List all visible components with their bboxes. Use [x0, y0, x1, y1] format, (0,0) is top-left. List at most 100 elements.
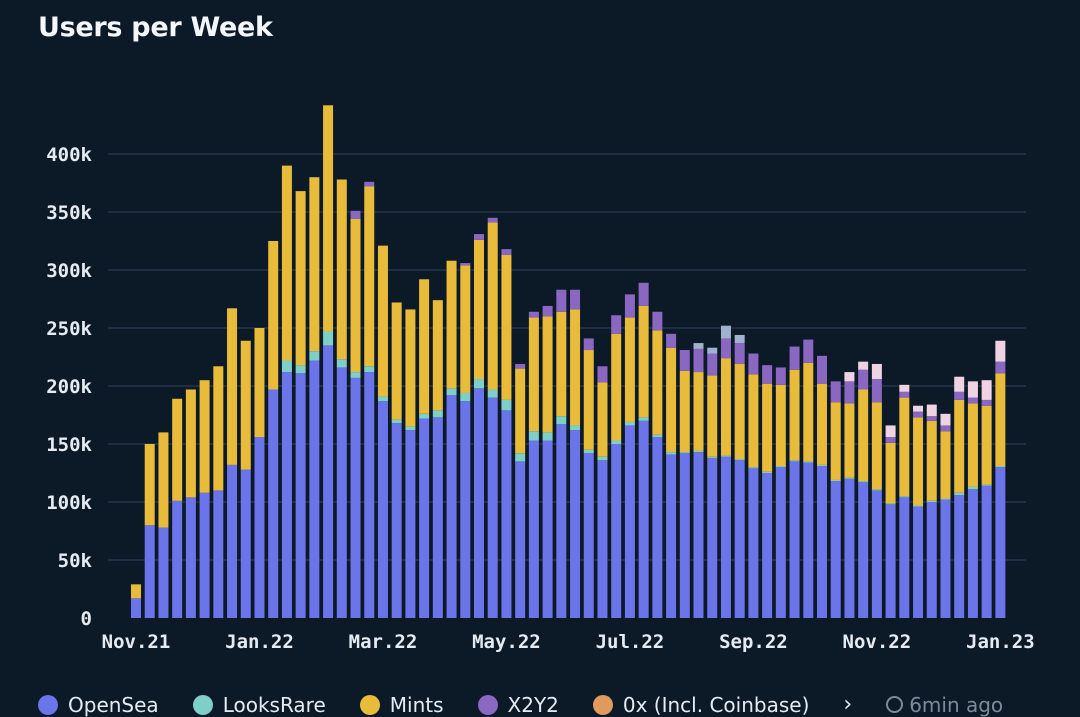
bar-segment-mints[interactable]: [391, 302, 402, 420]
bar-segment-opensea[interactable]: [542, 440, 553, 618]
bar-segment-opensea[interactable]: [227, 464, 238, 618]
bar-segment-opensea[interactable]: [528, 440, 539, 618]
bar-segment-looksrare[interactable]: [515, 453, 526, 462]
bar-segment-x2y2[interactable]: [624, 294, 635, 318]
bar-segment-opensea[interactable]: [652, 437, 663, 618]
bar-segment-x2y2[interactable]: [693, 348, 704, 373]
bar-segment-x2y2[interactable]: [858, 369, 869, 390]
bar-segment-looksrare[interactable]: [597, 456, 608, 461]
bar-segment-mints[interactable]: [624, 317, 635, 422]
bar-segment-other2[interactable]: [734, 334, 745, 344]
bar-segment-x2y2[interactable]: [487, 217, 498, 223]
bar-segment-x2y2[interactable]: [350, 210, 361, 219]
bar-segment-mints[interactable]: [858, 389, 869, 482]
bar-segment-x2y2[interactable]: [542, 305, 553, 317]
bar-segment-mints[interactable]: [213, 366, 224, 491]
bar-segment-looksrare[interactable]: [391, 419, 402, 424]
bar-segment-looksrare[interactable]: [309, 351, 320, 361]
bar-segment-x2y2[interactable]: [501, 249, 512, 255]
bar-segment-opensea[interactable]: [775, 467, 786, 618]
bar-segment-opensea[interactable]: [707, 457, 718, 618]
bar-segment-mints[interactable]: [597, 382, 608, 457]
bar-segment-x2y2[interactable]: [679, 350, 690, 371]
legend-item-x2y2[interactable]: X2Y2: [477, 693, 559, 717]
bar-segment-opensea[interactable]: [446, 395, 457, 618]
bar-segment-opensea[interactable]: [885, 504, 896, 618]
bar-segment-looksrare[interactable]: [295, 365, 306, 374]
bar-segment-mints[interactable]: [131, 584, 141, 599]
bar-segment-other[interactable]: [995, 340, 1006, 362]
bar-segment-mints[interactable]: [611, 333, 622, 441]
bar-segment-opensea[interactable]: [734, 460, 745, 618]
bar-segment-looksrare[interactable]: [419, 413, 430, 419]
bar-segment-x2y2[interactable]: [885, 437, 896, 443]
bar-segment-mints[interactable]: [405, 309, 416, 427]
bar-segment-mints[interactable]: [474, 239, 484, 380]
bar-segment-x2y2[interactable]: [707, 353, 718, 376]
bar-segment-looksrare[interactable]: [693, 450, 704, 453]
bar-segment-opensea[interactable]: [323, 345, 334, 618]
bar-segment-looksrare[interactable]: [405, 426, 416, 431]
bar-segment-opensea[interactable]: [144, 525, 155, 618]
bar-segment-opensea[interactable]: [377, 401, 388, 618]
bar-segment-looksrare[interactable]: [652, 434, 663, 438]
bar-segment-looksrare[interactable]: [844, 477, 855, 479]
bar-segment-opensea[interactable]: [995, 467, 1006, 618]
bar-segment-mints[interactable]: [652, 330, 663, 435]
bar-segment-opensea[interactable]: [474, 388, 484, 618]
bar-segment-opensea[interactable]: [487, 397, 498, 618]
bar-segment-other[interactable]: [981, 380, 992, 400]
bar-segment-other[interactable]: [926, 404, 937, 417]
bar-segment-mints[interactable]: [172, 398, 183, 501]
bar-segment-opensea[interactable]: [131, 598, 141, 618]
bar-segment-opensea[interactable]: [981, 485, 992, 618]
bar-segment-opensea[interactable]: [597, 460, 608, 618]
bar-segment-opensea[interactable]: [240, 469, 251, 618]
bar-segment-looksrare[interactable]: [474, 379, 484, 389]
bar-segment-other[interactable]: [858, 361, 869, 370]
bar-segment-mints[interactable]: [748, 374, 759, 468]
bar-segment-mints[interactable]: [432, 300, 443, 411]
bar-segment-opensea[interactable]: [638, 420, 649, 618]
bar-segment-mints[interactable]: [295, 191, 306, 366]
bar-segment-opensea[interactable]: [844, 478, 855, 618]
bar-segment-x2y2[interactable]: [899, 391, 910, 398]
bar-segment-opensea[interactable]: [624, 425, 635, 618]
bar-segment-opensea[interactable]: [350, 377, 361, 618]
bar-segment-x2y2[interactable]: [611, 315, 622, 334]
legend-item-looksrare[interactable]: LooksRare: [192, 693, 326, 717]
bar-segment-looksrare[interactable]: [501, 399, 512, 411]
bar-segment-opensea[interactable]: [871, 490, 882, 618]
bar-segment-x2y2[interactable]: [775, 367, 786, 385]
bar-segment-looksrare[interactable]: [556, 416, 567, 425]
bar-segment-looksrare[interactable]: [611, 440, 622, 444]
bar-segment-mints[interactable]: [762, 383, 773, 472]
bar-segment-opensea[interactable]: [364, 372, 375, 618]
bar-segment-looksrare[interactable]: [323, 331, 334, 346]
bar-segment-looksrare[interactable]: [679, 452, 690, 454]
bar-segment-other[interactable]: [967, 381, 978, 398]
legend-item-opensea[interactable]: OpenSea: [38, 693, 159, 717]
bar-segment-mints[interactable]: [460, 265, 471, 393]
bar-segment-looksrare[interactable]: [542, 432, 553, 441]
bar-segment-x2y2[interactable]: [460, 263, 471, 266]
bar-segment-mints[interactable]: [377, 245, 388, 397]
bar-segment-mints[interactable]: [830, 402, 841, 480]
bar-segment-opensea[interactable]: [666, 454, 677, 618]
bar-segment-x2y2[interactable]: [597, 366, 608, 383]
bar-segment-opensea[interactable]: [679, 453, 690, 618]
bar-segment-looksrare[interactable]: [336, 359, 347, 368]
bar-segment-mints[interactable]: [789, 369, 800, 461]
bar-segment-looksrare[interactable]: [954, 492, 965, 496]
bar-segment-opensea[interactable]: [158, 527, 169, 618]
bar-segment-looksrare[interactable]: [460, 392, 471, 402]
bar-segment-mints[interactable]: [185, 389, 196, 498]
bar-segment-opensea[interactable]: [817, 466, 827, 618]
bar-segment-x2y2[interactable]: [528, 311, 539, 318]
bar-segment-mints[interactable]: [666, 347, 677, 453]
bar-segment-looksrare[interactable]: [666, 452, 677, 455]
bar-segment-looksrare[interactable]: [432, 410, 443, 418]
bar-segment-mints[interactable]: [899, 397, 910, 497]
bar-segment-opensea[interactable]: [501, 410, 512, 618]
bar-segment-mints[interactable]: [364, 186, 375, 367]
